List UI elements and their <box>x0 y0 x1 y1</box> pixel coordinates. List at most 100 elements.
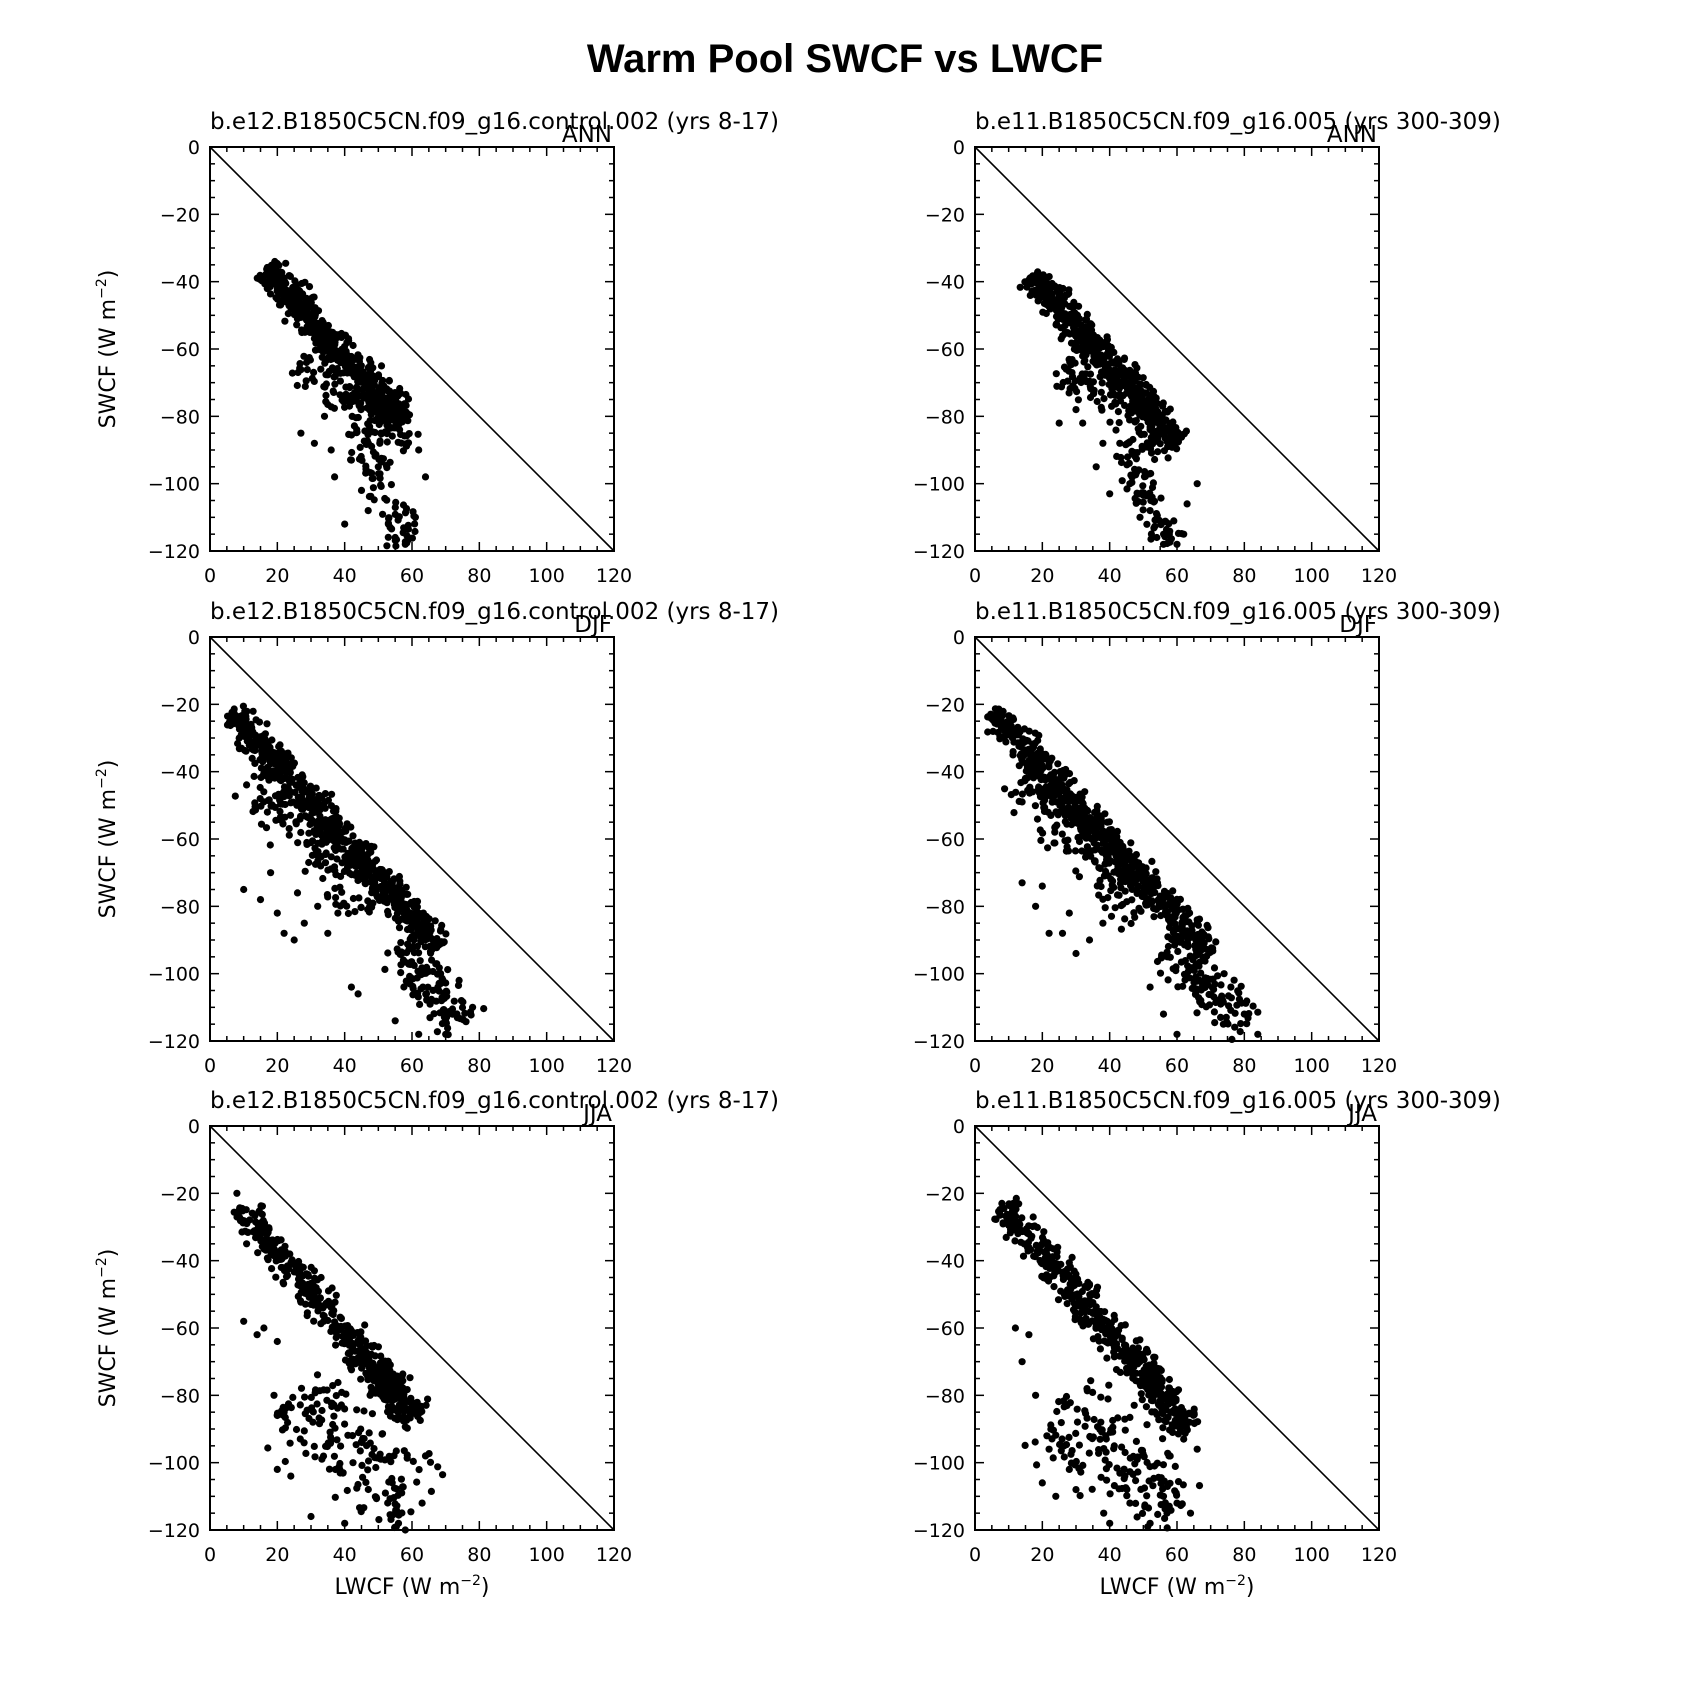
data-point <box>254 1249 262 1257</box>
panel-run-label: b.e11.B1850C5CN.f09_g16.005 (yrs 300-309… <box>975 109 1501 135</box>
data-point <box>285 825 293 833</box>
data-point <box>245 725 253 733</box>
x-tick-label: 40 <box>333 565 357 587</box>
data-point <box>289 798 297 806</box>
y-tick-label: −20 <box>925 694 965 716</box>
y-tick-label: −60 <box>160 339 200 361</box>
data-point <box>1097 403 1105 411</box>
data-point <box>320 1386 328 1394</box>
data-point <box>326 1428 334 1436</box>
data-point <box>1227 1006 1235 1014</box>
y-tick-label: −20 <box>160 694 200 716</box>
y-tick-label: −40 <box>160 272 200 294</box>
data-point <box>384 1499 392 1507</box>
data-point <box>1100 360 1108 369</box>
data-point <box>375 1373 383 1381</box>
data-point <box>1083 806 1091 815</box>
data-point <box>375 455 383 463</box>
data-point <box>442 1030 450 1038</box>
data-point <box>349 894 357 903</box>
y-tick-label: −80 <box>160 896 200 918</box>
data-point <box>307 299 315 307</box>
data-point <box>411 513 419 521</box>
data-point <box>397 969 405 977</box>
data-point <box>257 764 265 772</box>
data-point <box>455 976 463 985</box>
data-point <box>249 707 257 715</box>
data-point <box>1093 882 1101 890</box>
x-tick-label: 20 <box>1030 565 1054 587</box>
data-point <box>427 1487 435 1495</box>
data-point <box>1151 516 1159 524</box>
data-point <box>1061 328 1069 336</box>
data-point <box>1150 524 1158 532</box>
data-point <box>320 412 329 420</box>
data-point <box>1164 454 1172 462</box>
panel-6: b.e11.B1850C5CN.f09_g16.005 (yrs 300-309… <box>913 1088 1501 1600</box>
y-tick-label: 0 <box>953 1116 965 1138</box>
data-point <box>314 321 322 329</box>
x-tick-label: 100 <box>529 1055 565 1077</box>
data-point <box>349 341 357 350</box>
data-point <box>364 850 372 858</box>
data-point <box>1136 1336 1144 1344</box>
data-point <box>310 1267 318 1275</box>
data-point <box>297 326 306 334</box>
data-point <box>292 1425 301 1434</box>
panel-3: b.e12.B1850C5CN.f09_g16.control.002 (yrs… <box>94 599 779 1077</box>
data-point <box>243 1240 251 1248</box>
data-point <box>377 481 385 489</box>
data-point <box>350 367 358 376</box>
data-point <box>383 542 391 550</box>
x-tick-label: 100 <box>1294 1544 1330 1566</box>
data-point <box>1164 976 1172 984</box>
data-point <box>341 403 349 411</box>
data-point <box>374 373 382 381</box>
data-point <box>1106 490 1114 498</box>
data-point <box>1169 418 1177 426</box>
data-point <box>442 930 450 938</box>
data-point <box>332 871 340 879</box>
data-point <box>327 853 335 861</box>
data-point <box>1152 868 1160 876</box>
data-point <box>266 771 274 780</box>
data-point <box>1022 767 1030 775</box>
data-point <box>1222 1013 1230 1021</box>
data-point <box>384 520 392 528</box>
panel-1: b.e12.B1850C5CN.f09_g16.control.002 (yrs… <box>94 109 779 587</box>
data-point <box>1165 1375 1173 1384</box>
data-point <box>339 369 347 377</box>
data-point <box>1161 908 1170 916</box>
data-point <box>1119 873 1127 881</box>
data-point <box>1063 820 1071 828</box>
data-point <box>276 741 284 749</box>
data-point <box>1127 919 1135 928</box>
data-point <box>428 956 436 964</box>
data-point <box>281 813 289 821</box>
data-point <box>1063 1300 1071 1308</box>
data-point <box>415 1466 423 1474</box>
data-point <box>1052 370 1060 378</box>
data-point <box>421 1452 430 1460</box>
data-point <box>293 889 302 897</box>
data-point <box>1174 947 1182 956</box>
data-point <box>1031 802 1039 810</box>
data-point <box>1170 517 1178 525</box>
data-point <box>330 844 338 852</box>
data-point <box>1254 1030 1262 1038</box>
ticks <box>974 146 1380 552</box>
data-point <box>1195 962 1203 970</box>
data-point <box>313 1371 322 1379</box>
data-point <box>395 924 404 932</box>
y-axis-label: SWCF (W m−2) <box>94 1249 121 1408</box>
y-tick-label: −80 <box>160 406 200 428</box>
data-point <box>1096 846 1105 854</box>
data-point <box>1160 447 1168 455</box>
data-point <box>383 464 391 472</box>
data-point <box>389 896 397 904</box>
data-point <box>331 884 339 893</box>
data-point <box>1138 442 1146 450</box>
data-point <box>1081 356 1089 364</box>
data-point <box>243 781 251 789</box>
data-point <box>1093 811 1101 819</box>
